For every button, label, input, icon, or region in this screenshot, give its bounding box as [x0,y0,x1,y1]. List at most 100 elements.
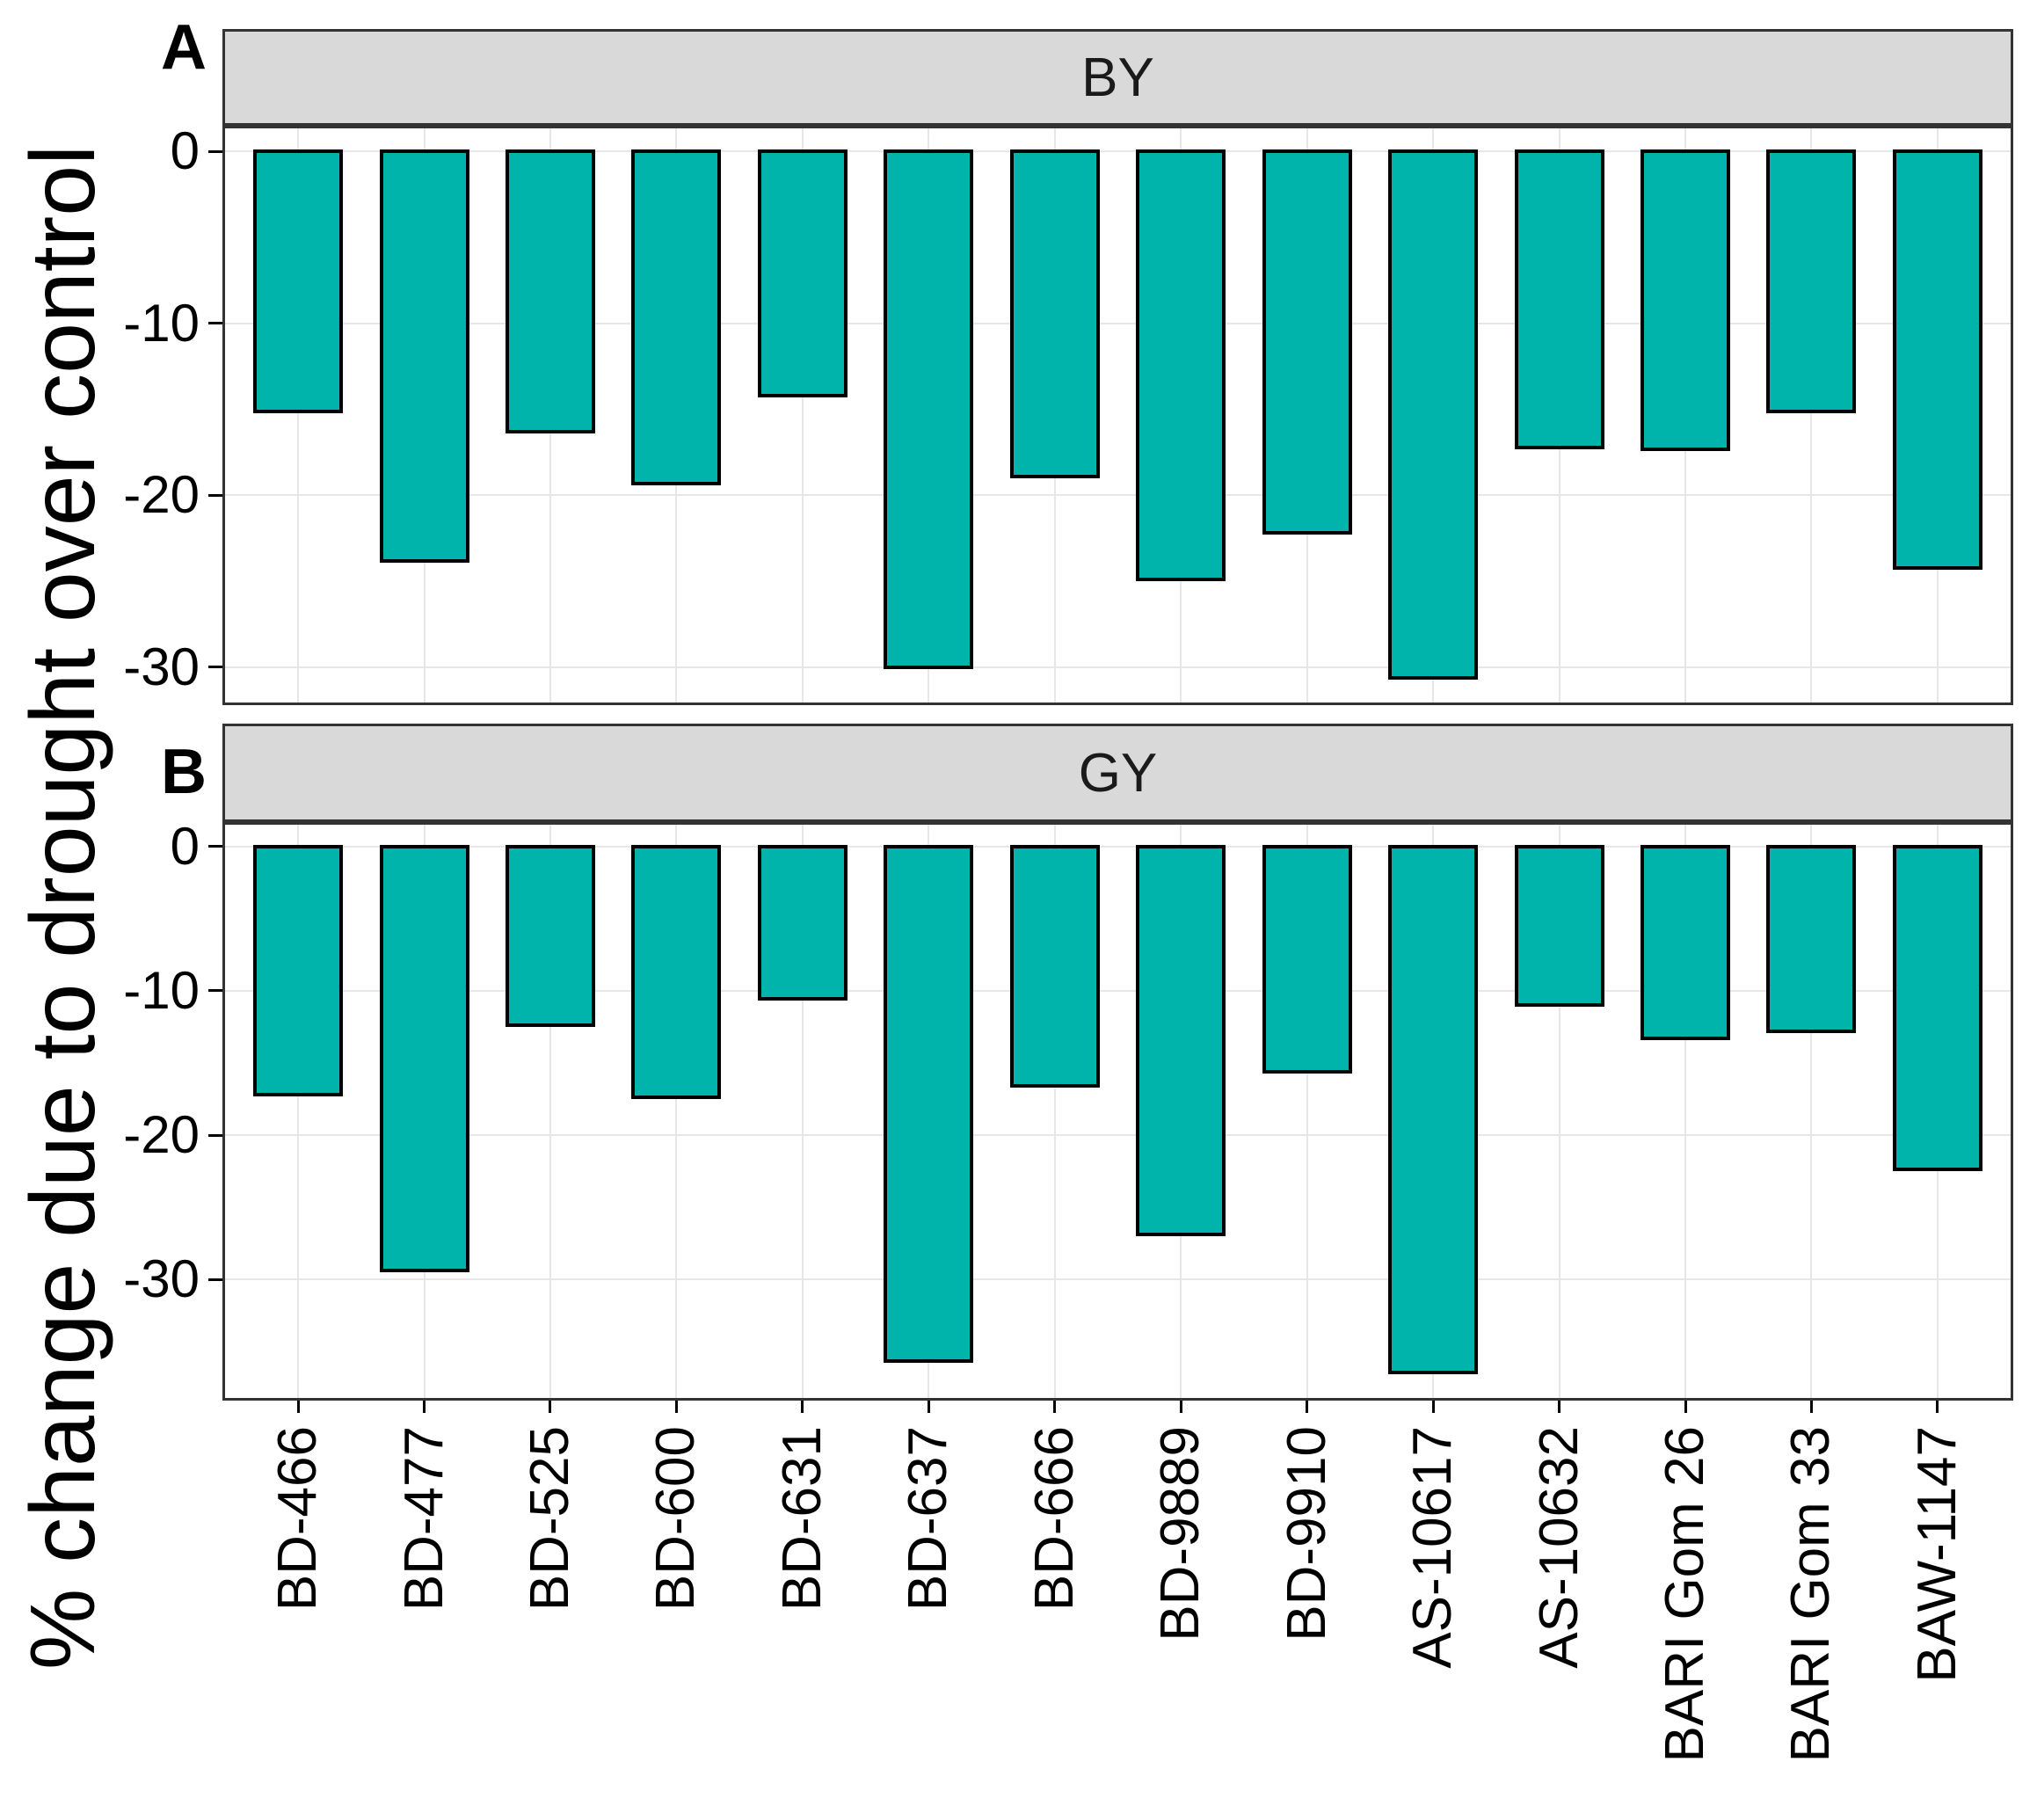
y-tick [208,1278,222,1281]
x-tick [1431,1401,1435,1413]
gridline-vertical [1810,128,1813,703]
x-tick [1936,1401,1939,1413]
x-axis-label-BD-637: BD-637 [898,1426,959,1612]
bar-BD-466 [253,149,344,413]
x-tick [1558,1401,1561,1413]
gridline-vertical [1810,825,1813,1398]
panel-letter-b: B [161,737,207,807]
gridline-vertical [675,825,678,1398]
bar-BAW-1147 [1892,844,1982,1172]
bar-BAW-1147 [1892,149,1982,570]
facet-strip-gy: GY [222,724,2013,822]
gridline-horizontal [225,845,2011,848]
y-tick-label: -10 [123,293,200,353]
bar-BD-666 [1009,149,1100,478]
x-tick [1306,1401,1309,1413]
x-axis-label-BD-631: BD-631 [771,1426,833,1612]
x-axis-label-BD-9889: BD-9889 [1150,1426,1211,1642]
x-tick [296,1401,300,1413]
bar-BARI Gom 33 [1766,149,1857,413]
y-tick-label: -30 [123,1249,200,1309]
bar-BD-631 [757,844,848,1001]
y-tick-label: 0 [170,816,200,876]
x-tick [1809,1401,1813,1413]
x-tick [549,1401,552,1413]
gridline-horizontal [225,494,2011,497]
x-axis-label-BAW-1147: BAW-1147 [1906,1426,1968,1683]
bar-BD-9910 [1262,844,1352,1074]
y-tick-label: 0 [170,121,200,181]
x-axis-label-AS-10617: AS-10617 [1402,1426,1464,1669]
x-axis-label-BARI Gom 33: BARI Gom 33 [1780,1426,1842,1763]
gridline-horizontal [225,989,2011,992]
gridline-vertical [1306,825,1308,1398]
gridline-vertical [801,128,804,703]
gridline-horizontal [225,1134,2011,1137]
y-tick [208,989,222,993]
x-axis-label-BD-466: BD-466 [267,1426,329,1612]
bar-BD-666 [1009,844,1100,1088]
gridline-horizontal [225,150,2011,153]
bar-BD-631 [757,149,848,397]
bar-BD-637 [884,149,974,669]
x-axis-label-BD-666: BD-666 [1023,1426,1085,1612]
gridline-vertical [549,825,551,1398]
facet-strip-label-gy: GY [1078,742,1158,804]
bar-BD-9889 [1136,149,1226,582]
bar-AS-10632 [1514,844,1604,1008]
gridline-vertical [1558,825,1560,1398]
y-tick-label: -30 [123,637,200,696]
y-tick [208,149,222,153]
x-tick [423,1401,426,1413]
x-tick [1053,1401,1057,1413]
facet-strip-label-by: BY [1081,47,1154,108]
x-axis-label-AS-10632: AS-10632 [1528,1426,1590,1669]
y-tick-label: -10 [123,960,200,1020]
bar-AS-10617 [1388,149,1479,680]
x-axis-label-BD-477: BD-477 [393,1426,455,1612]
bar-AS-10617 [1388,844,1479,1375]
y-tick [208,493,222,497]
gridline-horizontal [225,1278,2011,1281]
x-tick [801,1401,804,1413]
bar-AS-10632 [1514,149,1604,449]
x-tick [1179,1401,1182,1413]
gridline-vertical [1684,825,1687,1398]
gridline-horizontal [225,322,2011,324]
x-axis-label-BD-9910: BD-9910 [1276,1426,1337,1642]
bar-BD-477 [379,149,469,563]
x-tick [1684,1401,1687,1413]
panel-letter-a: A [161,12,207,83]
plot-area-gy [222,822,2013,1401]
bar-BD-9889 [1136,844,1226,1236]
bar-BD-600 [631,844,722,1100]
bar-BARI Gom 33 [1766,844,1857,1033]
y-tick [208,1133,222,1137]
y-tick [208,666,222,669]
y-tick-label: -20 [123,1105,200,1165]
gridline-vertical [801,825,804,1398]
y-tick-label: -20 [123,465,200,525]
plot-area-by [222,126,2013,705]
gridline-vertical [297,825,300,1398]
bar-BD-525 [505,844,595,1027]
gridline-horizontal [225,666,2011,668]
facet-strip-by: BY [222,29,2013,126]
bar-BD-466 [253,844,344,1096]
x-axis-label-BD-600: BD-600 [645,1426,707,1612]
bar-BD-477 [379,844,469,1272]
bar-BD-600 [631,149,722,485]
x-axis-label-BD-525: BD-525 [519,1426,580,1612]
x-tick [927,1401,930,1413]
x-axis-label-BARI Gom 26: BARI Gom 26 [1655,1426,1716,1763]
bar-BD-9910 [1262,149,1352,535]
bar-BARI Gom 26 [1641,844,1731,1040]
bar-BD-637 [884,844,974,1364]
bar-BARI Gom 26 [1641,149,1731,451]
y-axis-title: % change due to drought over control [12,144,114,1671]
gridline-vertical [297,128,300,703]
y-tick [208,845,222,848]
bar-BD-525 [505,149,595,434]
x-tick [674,1401,678,1413]
